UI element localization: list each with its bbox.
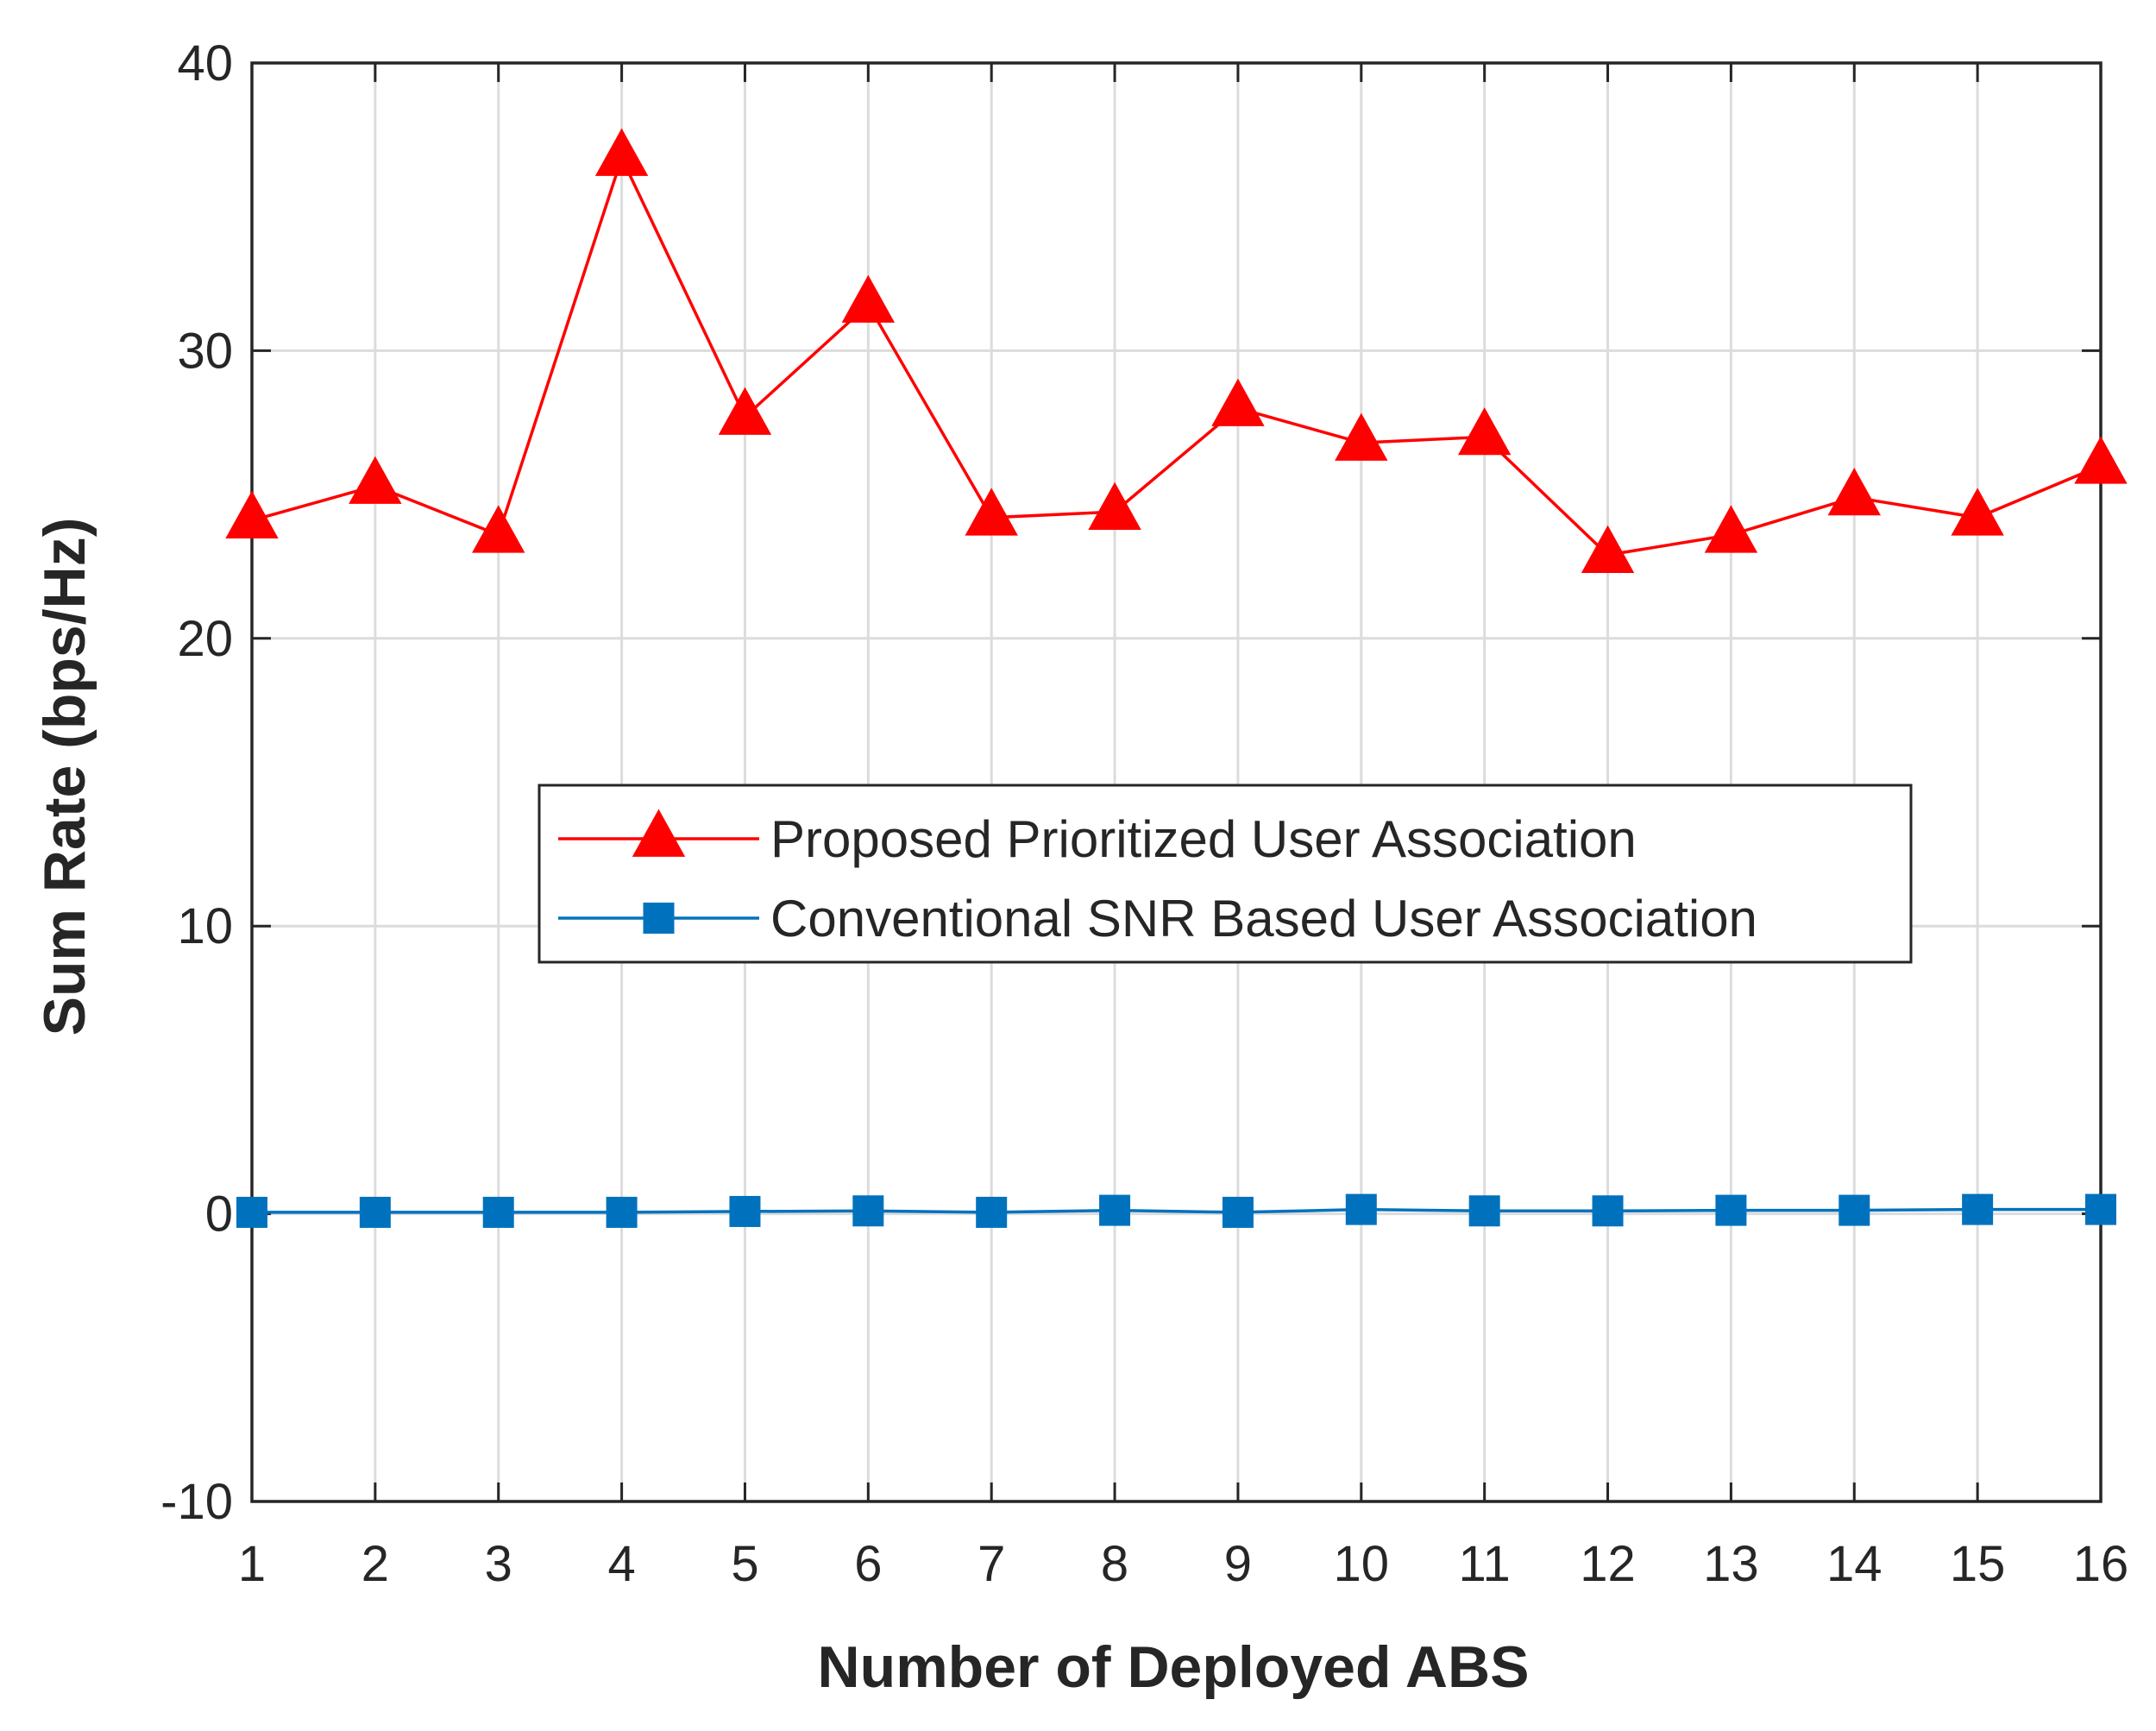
legend-label: Conventional SNR Based User Association <box>770 890 1757 947</box>
x-tick-label: 3 <box>485 1536 512 1592</box>
legend-box <box>537 784 1913 964</box>
y-tick-label: 40 <box>177 35 233 91</box>
data-point-triangle <box>1704 505 1758 553</box>
data-point-square <box>236 1196 267 1228</box>
x-tick-label: 4 <box>607 1536 635 1592</box>
data-point-triangle <box>1088 482 1141 530</box>
data-point-square <box>1222 1196 1254 1228</box>
data-point-triangle <box>1211 378 1265 426</box>
legend-marker-triangle <box>632 809 686 857</box>
series-1 <box>225 128 2128 573</box>
series-line <box>251 154 2102 557</box>
legend-marker-square <box>643 903 675 934</box>
data-point-square <box>1715 1194 1747 1226</box>
y-tick-label: 30 <box>177 323 233 379</box>
data-point-triangle <box>594 128 649 176</box>
data-point-square <box>852 1195 884 1227</box>
x-tick-label: 14 <box>1826 1536 1883 1592</box>
data-point-triangle <box>349 456 402 504</box>
data-point-triangle <box>2074 436 2128 484</box>
data-point-square <box>1592 1195 1624 1227</box>
data-point-triangle <box>1335 412 1388 461</box>
legend: Proposed Prioritized User Association Con… <box>537 784 1913 964</box>
x-tick-label: 5 <box>731 1536 758 1592</box>
series-layer <box>225 128 2128 1228</box>
x-tick-label: 13 <box>1703 1536 1759 1592</box>
x-tick-label: 1 <box>238 1536 266 1592</box>
x-tick-label: 2 <box>361 1536 389 1592</box>
data-point-triangle <box>472 505 525 553</box>
data-point-square <box>1962 1193 1994 1225</box>
data-point-triangle <box>1581 525 1635 573</box>
data-point-triangle <box>225 490 279 538</box>
x-tick-label: 11 <box>1459 1536 1511 1592</box>
data-point-square <box>1345 1193 1377 1225</box>
data-point-triangle <box>1457 406 1512 456</box>
data-point-triangle <box>1951 488 2004 536</box>
data-point-square <box>606 1196 638 1228</box>
x-tick-label: 10 <box>1334 1536 1390 1592</box>
x-tick-label: 12 <box>1580 1536 1636 1592</box>
data-point-triangle <box>718 387 772 435</box>
x-tick-label: 15 <box>1950 1536 2006 1592</box>
y-axis-label: Sum Rate (bps/Hz) <box>32 518 97 1036</box>
data-point-square <box>482 1196 514 1228</box>
data-point-square <box>1099 1194 1131 1226</box>
legend-label: Proposed Prioritized User Association <box>770 810 1637 868</box>
data-point-triangle <box>1827 468 1881 516</box>
data-point-square <box>2085 1193 2116 1225</box>
x-tick-label: 8 <box>1101 1536 1128 1592</box>
y-tick-label: -10 <box>160 1474 233 1530</box>
series-2 <box>236 1193 2116 1228</box>
data-point-triangle <box>841 274 896 323</box>
y-tick-label: 0 <box>205 1187 233 1243</box>
x-tick-label: 9 <box>1224 1536 1252 1592</box>
data-point-square <box>729 1195 761 1227</box>
data-point-square <box>1839 1194 1870 1226</box>
x-tick-label: 7 <box>977 1536 1005 1592</box>
x-tick-label: 16 <box>2073 1536 2129 1592</box>
series-line <box>252 1207 2101 1214</box>
x-tick-label: 6 <box>854 1536 882 1592</box>
data-point-square <box>359 1196 391 1228</box>
plot-area-frame <box>250 61 2103 1503</box>
data-point-square <box>1468 1195 1500 1227</box>
y-tick-label: 10 <box>177 898 233 954</box>
y-tick-label: 20 <box>177 611 233 667</box>
x-axis-label: Number of Deployed ABS <box>818 1634 1530 1700</box>
data-point-square <box>976 1196 1008 1228</box>
data-point-triangle <box>965 488 1018 536</box>
